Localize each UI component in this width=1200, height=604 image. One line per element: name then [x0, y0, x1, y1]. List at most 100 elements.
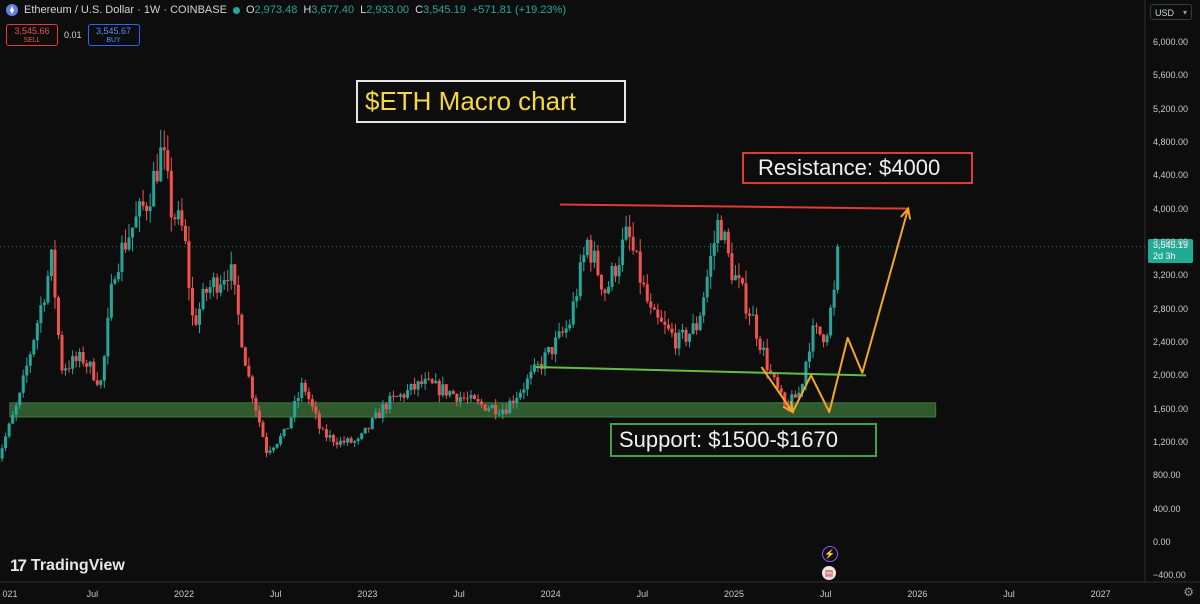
time-tick-label: Jul — [1003, 589, 1015, 599]
candle-down — [673, 332, 677, 349]
candle-up — [99, 380, 103, 385]
lightning-event-icon[interactable]: ⚡ — [822, 546, 838, 562]
resistance-line — [559, 203, 909, 210]
candle-up — [282, 428, 286, 436]
candle-up — [21, 375, 25, 393]
price-tick-label: 400.00 — [1153, 503, 1181, 514]
candle-up — [578, 262, 582, 297]
candle-up — [381, 404, 385, 419]
candle-down — [614, 266, 618, 277]
candle-up — [398, 394, 402, 397]
time-tick-label: 2026 — [907, 589, 928, 599]
resistance-annotation[interactable]: Resistance: $4000 — [742, 152, 973, 184]
candle-up — [568, 324, 572, 329]
candle-down — [349, 438, 353, 443]
candle-up — [272, 447, 276, 451]
candle-up — [11, 415, 15, 424]
chart-annotation-title[interactable]: $ETH Macro chart — [356, 80, 626, 123]
symbol-title[interactable]: Ethereum / U.S. Dollar · 1W · COINBASE — [24, 4, 227, 16]
candle-up — [716, 219, 720, 244]
time-tick-label: Jul — [819, 589, 832, 599]
candle-up — [688, 333, 692, 342]
candle-up — [698, 315, 702, 331]
projection-arrow-down — [782, 400, 794, 414]
gear-icon[interactable]: ⚙ — [1183, 585, 1194, 599]
candle-down — [402, 394, 406, 398]
candle-up — [702, 297, 706, 316]
candle-down — [265, 437, 268, 453]
candle-up — [268, 450, 272, 453]
candle-up — [406, 390, 410, 398]
candle-down — [511, 400, 515, 404]
price-tick-label: 4,400.00 — [1153, 170, 1189, 181]
candle-up — [441, 384, 445, 396]
candle-up — [134, 216, 138, 228]
support-annotation[interactable]: Support: $1500-$1670 — [610, 423, 877, 457]
candle-up — [49, 249, 53, 276]
candle-up — [515, 397, 519, 404]
candle-down — [779, 388, 783, 393]
low-label: L — [360, 4, 367, 16]
candle-down — [748, 313, 752, 316]
sell-button[interactable]: 3,545.66 SELL — [6, 24, 58, 46]
buy-button[interactable]: 3,545.67 BUY — [87, 24, 140, 46]
tradingview-logo-text: TradingView — [30, 557, 125, 574]
candle-up — [78, 352, 82, 362]
bar-countdown: 2d 3h — [1153, 251, 1176, 261]
candle-down — [180, 210, 184, 226]
time-tick-label: 2023 — [357, 589, 378, 599]
candle-down — [236, 284, 240, 315]
candle-down — [420, 381, 424, 385]
candle-down — [331, 435, 335, 443]
candle-up — [71, 356, 75, 369]
candle-up — [606, 287, 610, 294]
candle-up — [800, 383, 804, 393]
candle-up — [275, 444, 279, 448]
candle-down — [187, 241, 191, 288]
candle-up — [423, 378, 427, 385]
candle-down — [155, 170, 159, 182]
candle-down — [384, 404, 388, 410]
candle-up — [88, 361, 92, 367]
candle-down — [822, 334, 826, 343]
candle-up — [733, 275, 737, 281]
candle-up — [582, 255, 586, 263]
currency-select[interactable]: USD — [1150, 4, 1192, 21]
candle-down — [444, 384, 448, 396]
candle-down — [85, 363, 89, 367]
candle-up — [458, 397, 462, 402]
candle-up — [836, 246, 840, 290]
price-tick-label: 800.00 — [1153, 470, 1181, 481]
candle-down — [303, 382, 307, 392]
candle-down — [310, 399, 314, 407]
candle-down — [451, 391, 455, 394]
candle-up — [279, 435, 283, 445]
candle-up — [610, 266, 614, 288]
candle-up — [374, 412, 378, 419]
candle-up — [64, 368, 68, 371]
candle-up — [434, 380, 438, 384]
candle-up — [356, 438, 360, 442]
candle-down — [815, 325, 818, 327]
candle-up — [508, 400, 512, 414]
time-tick-label: 021 — [2, 589, 18, 599]
candle-up — [148, 206, 152, 212]
candle-down — [638, 251, 642, 283]
candle-down — [663, 321, 667, 325]
candle-down — [670, 328, 674, 333]
time-tick-label: 2022 — [173, 589, 195, 599]
candle-down — [342, 440, 346, 443]
candle-down — [190, 287, 194, 316]
last-price: 3,545.19 — [1153, 240, 1189, 250]
candle-up — [222, 280, 226, 285]
time-tick-label: 2024 — [540, 589, 561, 599]
candle-down — [483, 404, 487, 411]
candle-down — [53, 249, 57, 298]
low-value: 2,933.00 — [366, 4, 410, 16]
close-value: 3,545.19 — [423, 4, 466, 16]
us-flag-event-icon[interactable]: ▤ — [822, 566, 836, 580]
candle-up — [46, 275, 50, 303]
last-price-tag: 3,545.19 2d 3h — [1148, 239, 1193, 263]
candle-down — [455, 393, 459, 402]
